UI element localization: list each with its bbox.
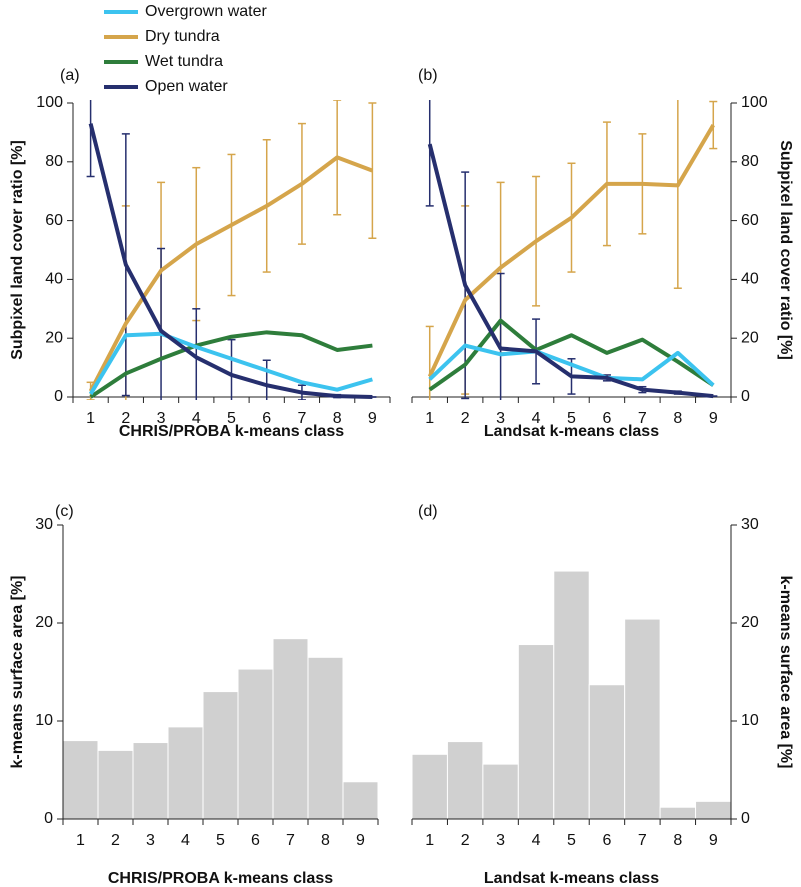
bar [62,740,99,820]
panel-label: (a) [60,67,80,84]
x-tick-label: 9 [709,410,718,427]
x-tick-label: 5 [227,410,236,427]
y-tick-label: 20 [741,614,759,631]
y-tick-label: 100 [741,94,768,111]
x-tick-label: 6 [602,410,611,427]
bar [237,668,274,820]
x-tick-label: 2 [461,832,470,849]
y-axis-title: k-means surface area [%] [777,576,794,769]
panel-label: (d) [418,503,438,520]
x-tick-label: 5 [216,832,225,849]
x-tick-label: 8 [673,832,682,849]
bar [272,638,309,820]
x-axis-title: CHRIS/PROBA k-means class [119,423,344,440]
x-tick-label: 8 [333,410,342,427]
bar [446,741,484,820]
legend-label: Dry tundra [145,28,220,45]
x-tick-label: 3 [157,410,166,427]
y-axis-title: Subpixel land cover ratio [%] [777,140,794,360]
x-tick-label: 3 [496,832,505,849]
y-tick-label: 40 [45,271,63,288]
y-tick-label: 0 [44,810,53,827]
legend-label: Wet tundra [145,53,223,70]
bar [342,781,379,820]
bar [588,684,626,820]
x-tick-label: 4 [532,410,541,427]
x-tick-label: 8 [321,832,330,849]
bar [695,800,732,820]
bar [659,806,697,820]
legend-label: Overgrown water [145,3,267,20]
y-tick-label: 20 [741,329,759,346]
x-tick-label: 5 [567,832,576,849]
series-line [88,123,373,399]
bar [411,753,448,820]
bar [202,691,239,820]
x-tick-label: 7 [638,832,647,849]
y-tick-label: 0 [54,388,63,405]
bar [132,742,169,820]
bar [482,763,519,820]
y-tick-label: 100 [36,94,63,111]
bar [553,570,590,820]
panel-label: (c) [55,503,74,520]
x-axis-title: Landsat k-means class [484,870,659,887]
x-tick-label: 9 [356,832,365,849]
bar [167,726,204,820]
x-tick-label: 4 [532,832,541,849]
x-tick-label: 3 [146,832,155,849]
x-tick-label: 1 [425,832,434,849]
series-line [88,331,373,396]
x-tick-label: 8 [673,410,682,427]
y-tick-label: 20 [45,329,63,346]
x-tick-label: 9 [709,832,718,849]
x-tick-label: 1 [86,410,95,427]
x-axis-title: CHRIS/PROBA k-means class [108,870,333,887]
bar [624,618,661,820]
x-tick-label: 4 [181,832,190,849]
series-line [428,343,715,387]
y-tick-label: 0 [741,810,750,827]
x-tick-label: 2 [121,410,130,427]
x-tick-label: 4 [192,410,201,427]
y-tick-label: 20 [35,614,53,631]
legend-label: Open water [145,78,228,95]
panel-label: (b) [418,67,438,84]
y-axis-title: Subpixel land cover ratio [%] [9,140,26,360]
x-tick-label: 6 [262,410,271,427]
x-tick-label: 1 [425,410,434,427]
y-tick-label: 40 [741,271,759,288]
y-axis-title: k-means surface area [%] [9,576,26,769]
x-tick-label: 2 [461,410,470,427]
y-tick-label: 30 [741,516,759,533]
x-tick-label: 1 [76,832,85,849]
y-tick-label: 0 [741,388,750,405]
x-tick-label: 6 [251,832,260,849]
bar [307,656,344,820]
bar [517,644,555,820]
y-tick-label: 10 [741,712,759,729]
series-line [89,330,373,399]
x-tick-label: 2 [111,832,120,849]
y-tick-label: 30 [35,516,53,533]
series-line [88,155,374,393]
y-tick-label: 80 [741,153,759,170]
y-tick-label: 60 [741,212,759,229]
y-tick-label: 60 [45,212,63,229]
series-line [427,143,714,399]
x-tick-label: 6 [602,832,611,849]
y-tick-label: 80 [45,153,63,170]
x-tick-label: 7 [286,832,295,849]
x-tick-label: 5 [567,410,576,427]
x-axis-title: Landsat k-means class [484,423,659,440]
x-tick-label: 9 [368,410,377,427]
x-tick-label: 7 [638,410,647,427]
x-tick-label: 7 [297,410,306,427]
series-line [427,124,716,378]
bar [97,749,134,820]
x-tick-label: 3 [496,410,505,427]
y-tick-label: 10 [35,712,53,729]
